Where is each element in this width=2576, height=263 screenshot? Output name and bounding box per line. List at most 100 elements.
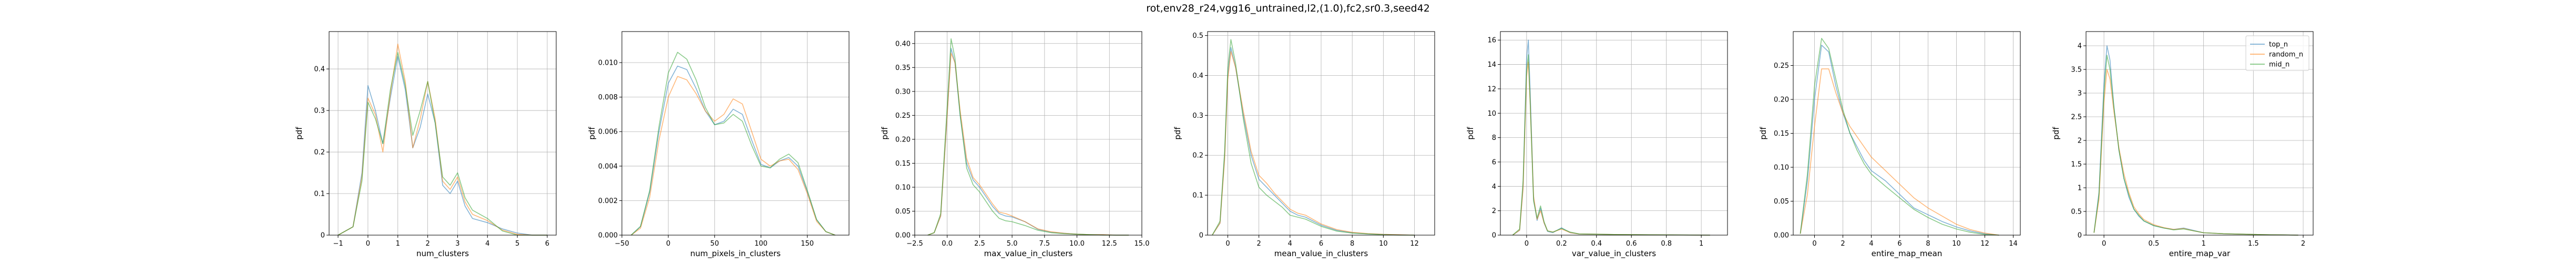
subplot-4: 0 2 4 6 8 10 12 0 0.1 0.2 0.3 0.4 0.5 mean_value_in_c…	[1173, 31, 1435, 259]
x-tick-label: 4	[1869, 240, 1873, 248]
series-line-mid_n	[631, 52, 835, 236]
y-tick-label: 1	[2078, 185, 2082, 193]
x-axis-label: entire_map_var	[2169, 249, 2231, 259]
x-tick-label: 0.6	[1626, 240, 1637, 248]
y-tick-label: 3	[2078, 90, 2082, 98]
y-tick-label: 0.20	[895, 136, 911, 144]
series-lines	[927, 38, 1129, 236]
x-tick-label: 0	[366, 240, 370, 248]
y-tick-label: 0	[1492, 232, 1496, 240]
x-tick-label: 50	[710, 240, 719, 248]
y-tick-label: 0.002	[598, 197, 618, 205]
x-tick-label: −1	[333, 240, 343, 248]
y-tick-label: 0.4	[314, 66, 325, 74]
y-tick-label: 0.5	[1192, 32, 1203, 40]
series-line-random_n	[1212, 51, 1415, 236]
series-lines	[338, 43, 547, 236]
series-line-mid_n	[927, 38, 1129, 236]
y-tick-label: 0	[2078, 232, 2082, 240]
y-tick-label: 0.00	[1774, 232, 1789, 240]
series-line-mid_n	[1800, 38, 1999, 236]
grid	[1793, 32, 2020, 236]
series-lines	[631, 52, 835, 236]
y-axis-label: pdf	[587, 127, 597, 140]
series-line-random_n	[1800, 68, 1999, 236]
x-tick-label: 5	[515, 240, 519, 248]
y-tick-label: 4	[1492, 183, 1496, 191]
x-ticks: −1 0 1 2 3 4 5 6	[333, 235, 549, 248]
y-tick-label: 0.008	[598, 94, 618, 102]
series-line-mid_n	[1212, 39, 1415, 236]
y-axis-label: pdf	[2051, 127, 2061, 140]
x-tick-label: −50	[615, 240, 629, 248]
x-tick-label: 0	[666, 240, 670, 248]
series-line-top_n	[631, 65, 835, 236]
y-tick-label: 4	[2078, 43, 2082, 50]
y-ticks: 0 0.1 0.2 0.3 0.4	[314, 66, 329, 240]
x-tick-label: 6	[545, 240, 549, 248]
x-tick-label: 1.5	[2248, 240, 2259, 248]
y-tick-label: 0.006	[598, 128, 618, 136]
x-ticks: 0 2 4 6 8 10 12 14	[1812, 235, 2018, 248]
y-tick-label: 0.1	[1192, 192, 1203, 200]
x-tick-label: −2.5	[906, 240, 923, 248]
x-tick-label: 10	[1952, 240, 1961, 248]
y-axis-label: pdf	[880, 127, 890, 140]
subplot-grid: −1 0 1 2 3 4 5 600.10.20.30.4num_clusterspdf−50…	[294, 31, 2314, 259]
y-tick-label: 12	[1487, 85, 1496, 93]
y-tick-label: 0.004	[598, 163, 618, 170]
x-ticks: 0 0.2 0.4 0.6 0.8 1	[1525, 235, 1703, 248]
x-tick-label: 6	[1897, 240, 1902, 248]
y-tick-label: 1.5	[2071, 161, 2082, 169]
x-axis-label: num_clusters	[416, 249, 469, 259]
y-axis-label: pdf	[1173, 127, 1182, 140]
y-tick-label: 0.10	[895, 184, 911, 191]
x-tick-label: 0.0	[942, 240, 953, 248]
x-axis-label: mean_value_in_clusters	[1274, 249, 1368, 259]
x-tick-label: 1	[2201, 240, 2205, 248]
axes-frame	[914, 31, 1142, 236]
y-tick-label: 0.3	[1192, 112, 1203, 120]
subplot-2: −50 0 50 100 1500.0000.0020.0040.0060.0080.0…	[587, 31, 850, 259]
y-tick-label: 0.00	[895, 232, 911, 240]
subplot-5: 0 0.2 0.4 0.6 0.8 10246810121416var_value_in_…	[1466, 31, 1728, 259]
x-tick-label: 0	[1812, 240, 1816, 248]
x-tick-label: 2	[1841, 240, 1845, 248]
y-tick-label: 0.10	[1774, 164, 1789, 172]
y-ticks: 0 2 4 6 8 10 12 14 16	[1487, 37, 1500, 240]
y-tick-label: 0.30	[895, 88, 911, 96]
x-ticks: 0 2 4 6 8 10 12	[1225, 235, 1419, 248]
y-tick-label: 2	[1492, 207, 1496, 215]
series-lines	[1212, 39, 1415, 236]
y-tick-label: 0.15	[1774, 130, 1789, 138]
x-tick-label: 5.0	[1007, 240, 1018, 248]
y-tick-label: 0.2	[314, 149, 325, 157]
legend-label-mid_n: mid_n	[2269, 61, 2289, 69]
y-ticks: 0.00 0.05 0.10 0.15 0.20 0.25 0.30 0.35 0.40	[895, 40, 915, 240]
y-tick-label: 3.5	[2071, 66, 2082, 74]
y-ticks: 0.000 0.002 0.004 0.006 0.008 0.010	[598, 59, 622, 240]
x-axis-label: num_pixels_in_clusters	[690, 249, 781, 259]
y-tick-label: 0.05	[1774, 198, 1789, 206]
y-tick-label: 8	[1492, 134, 1496, 142]
x-axis-label: max_value_in_clusters	[984, 249, 1073, 259]
x-tick-label: 10.0	[1069, 240, 1085, 248]
x-ticks: −50 0 50 100 150	[615, 235, 814, 248]
series-line-random_n	[631, 76, 835, 236]
x-tick-label: 0	[2102, 240, 2106, 248]
x-ticks: 0 0.5 1 1.5 2	[2102, 235, 2305, 248]
y-ticks: 0 0.5 1 1.5 2 2.5 3 3.5 4	[2071, 43, 2086, 240]
x-tick-label: 0.5	[2148, 240, 2159, 248]
axes-frame	[2086, 31, 2314, 236]
x-tick-label: 1	[1699, 240, 1703, 248]
x-tick-label: 6	[1319, 240, 1323, 248]
y-tick-label: 2.5	[2071, 114, 2082, 122]
legend-label-random_n: random_n	[2269, 51, 2303, 59]
x-tick-label: 8	[1926, 240, 1930, 248]
y-tick-label: 0.20	[1774, 96, 1789, 104]
y-axis-label: pdf	[1466, 127, 1475, 140]
x-tick-label: 10	[1379, 240, 1388, 248]
y-axis-label: pdf	[294, 127, 304, 140]
